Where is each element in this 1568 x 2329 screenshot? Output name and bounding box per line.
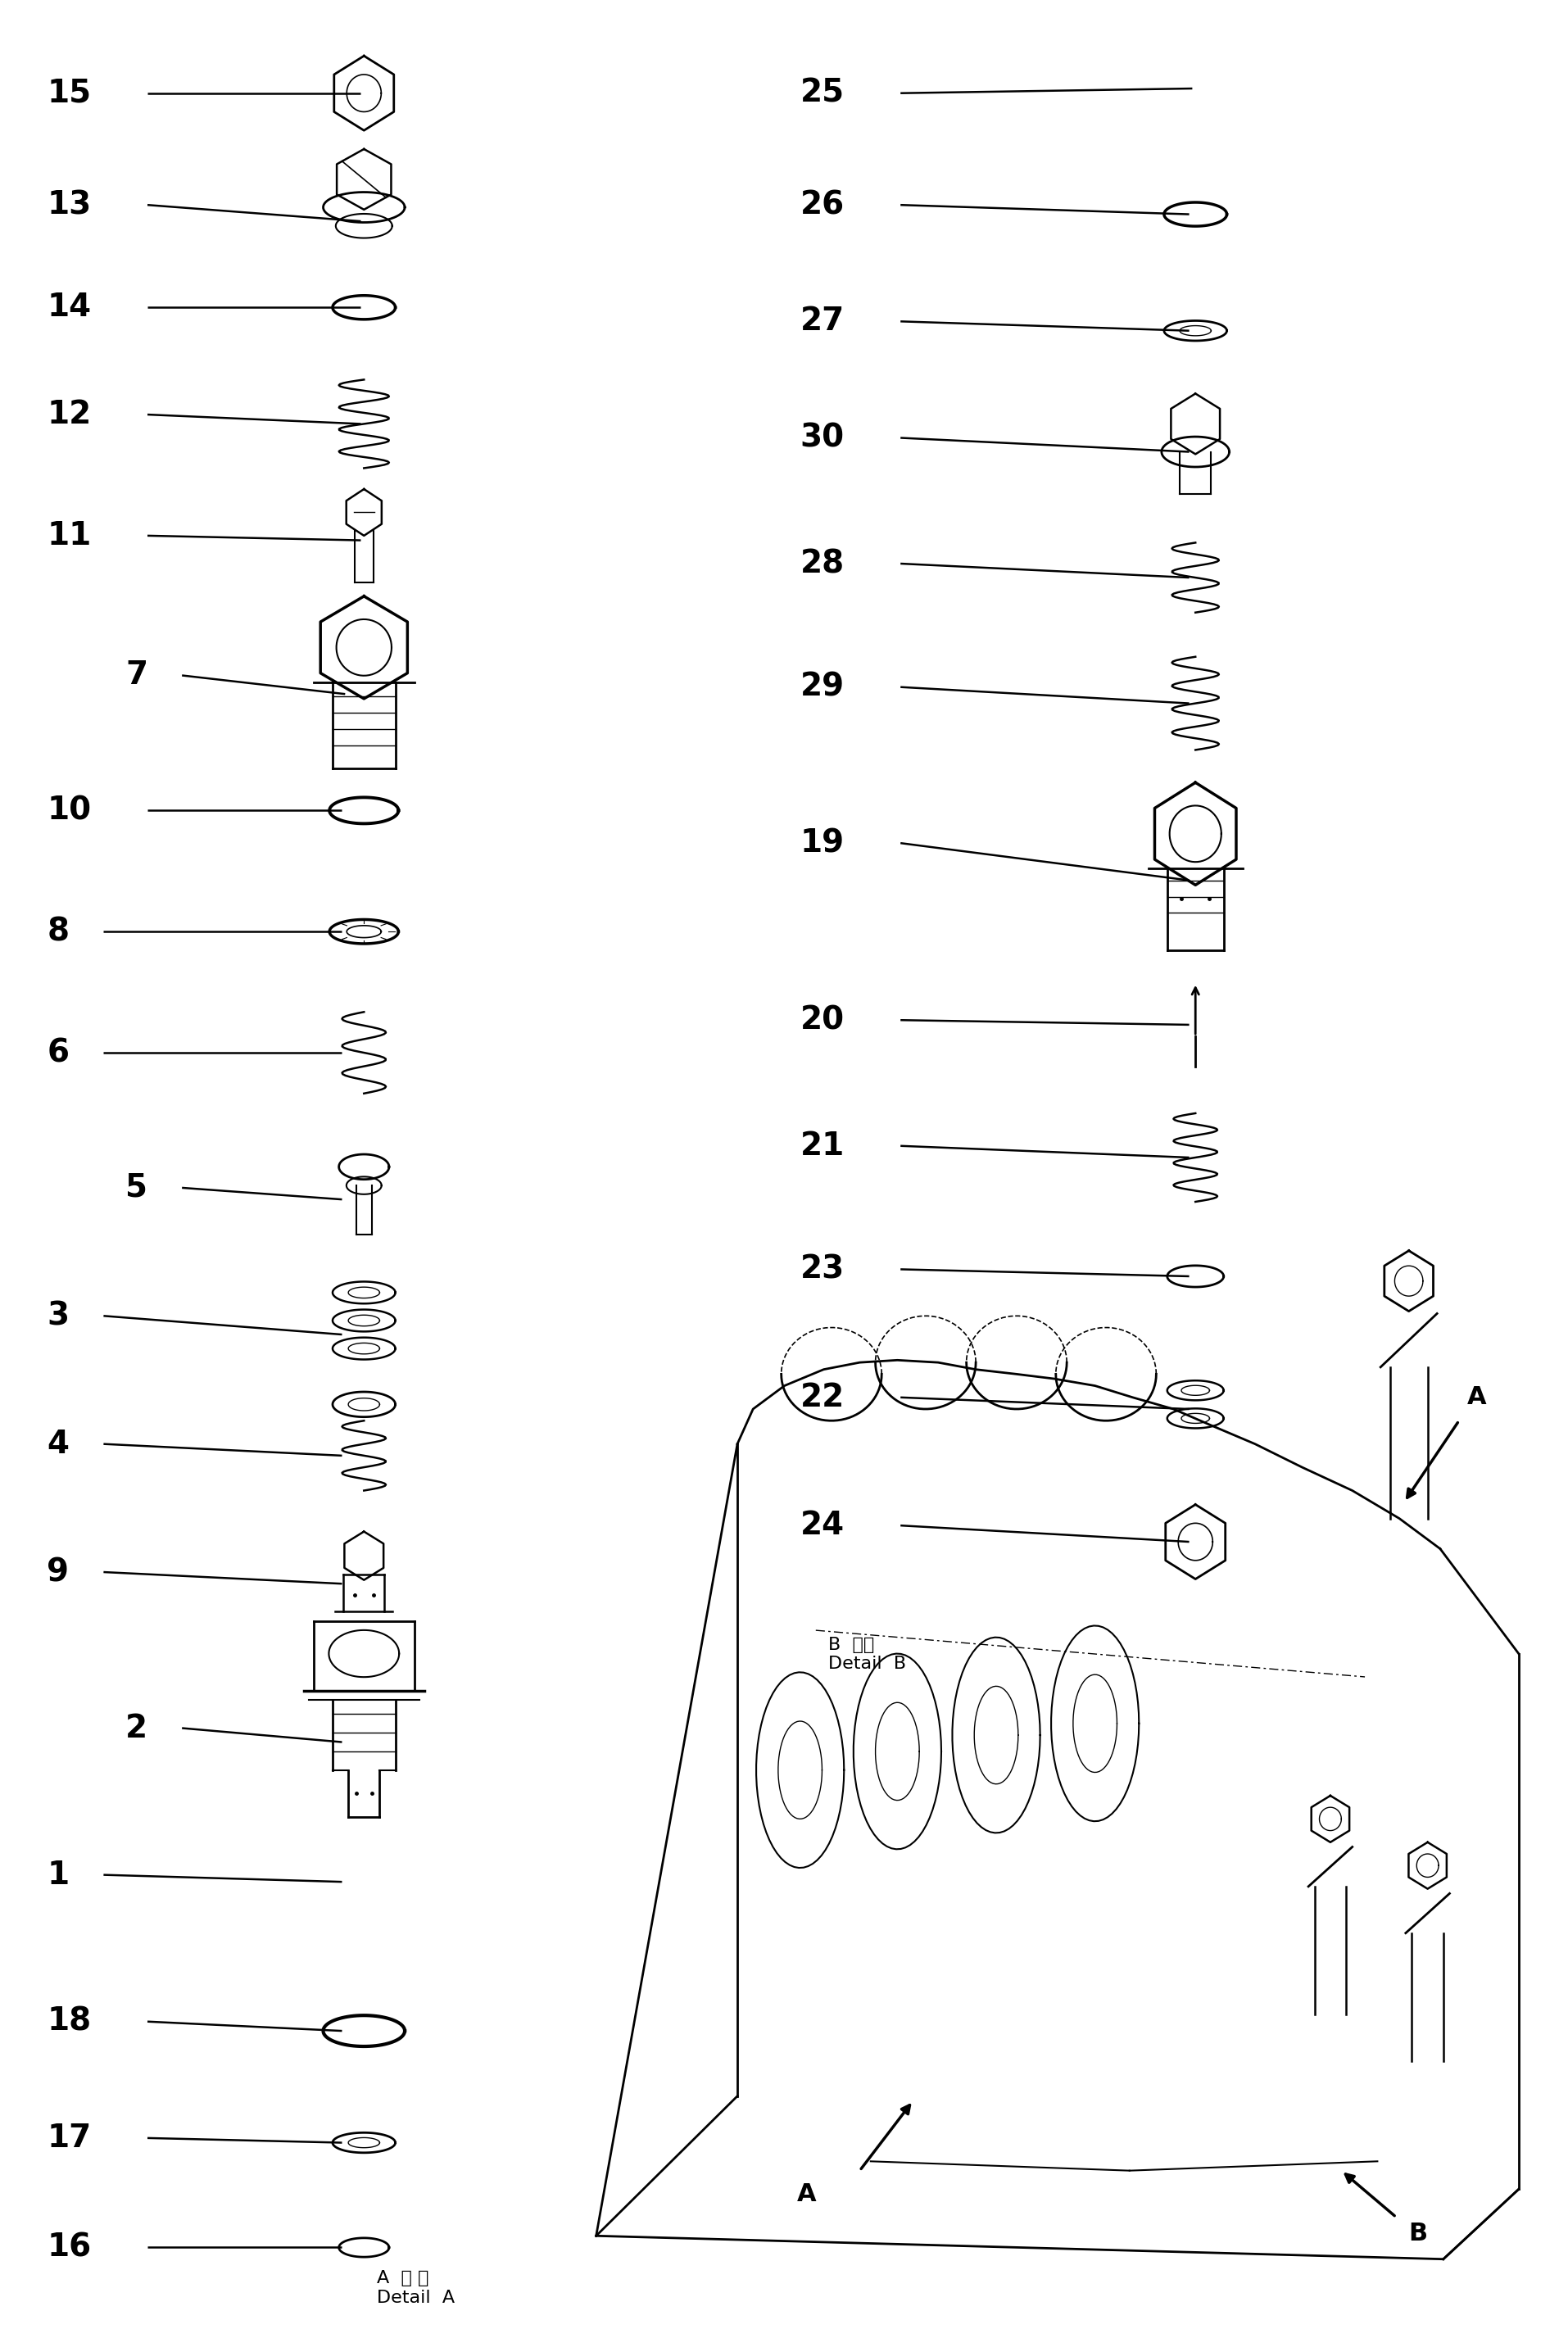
Text: 17: 17 [47,2122,91,2154]
Text: 6: 6 [47,1036,69,1069]
Text: 15: 15 [47,77,91,109]
Polygon shape [320,596,408,699]
Text: 27: 27 [800,305,844,338]
Text: 8: 8 [47,915,69,948]
Text: 13: 13 [47,189,91,221]
Text: B  詳細
Detail  B: B 詳細 Detail B [828,1637,906,1672]
Text: 28: 28 [800,547,844,580]
Text: 25: 25 [800,77,844,109]
Text: 16: 16 [47,2231,91,2264]
Text: 19: 19 [800,827,844,859]
Text: 29: 29 [800,671,844,703]
Text: 21: 21 [800,1130,844,1162]
Polygon shape [347,489,381,536]
Text: 3: 3 [47,1300,69,1332]
Text: 26: 26 [800,189,844,221]
Text: 14: 14 [47,291,91,324]
Text: A: A [1466,1386,1485,1409]
Text: 7: 7 [125,659,147,692]
Text: 4: 4 [47,1428,69,1460]
Text: 24: 24 [800,1509,844,1542]
Polygon shape [339,1155,389,1178]
Polygon shape [1154,783,1236,885]
Text: 12: 12 [47,398,91,431]
Text: 10: 10 [47,794,91,827]
Text: 2: 2 [125,1712,147,1744]
Text: 5: 5 [125,1171,147,1204]
Text: 22: 22 [800,1381,844,1414]
Text: A: A [797,2182,815,2206]
Text: 30: 30 [800,422,844,454]
Text: 23: 23 [800,1253,844,1286]
Polygon shape [334,56,394,130]
Polygon shape [1170,394,1220,454]
Text: 11: 11 [47,519,91,552]
Text: 1: 1 [47,1859,69,1891]
Text: B: B [1408,2222,1427,2245]
Text: 20: 20 [800,1004,844,1036]
Text: 18: 18 [47,2005,91,2038]
Text: 9: 9 [47,1556,69,1588]
Polygon shape [337,149,390,210]
Text: A  詳 細
Detail  A: A 詳 細 Detail A [376,2271,455,2306]
Polygon shape [1165,1505,1225,1579]
